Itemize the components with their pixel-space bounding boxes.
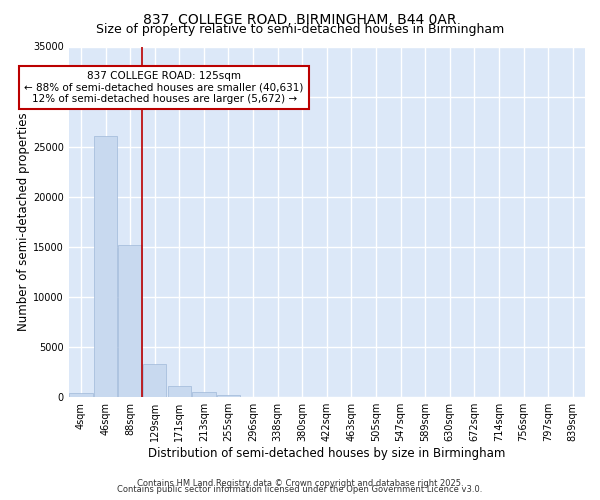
Text: Contains public sector information licensed under the Open Government Licence v3: Contains public sector information licen…: [118, 485, 482, 494]
Bar: [143, 364, 166, 397]
Bar: [94, 136, 117, 397]
Text: 837, COLLEGE ROAD, BIRMINGHAM, B44 0AR: 837, COLLEGE ROAD, BIRMINGHAM, B44 0AR: [143, 12, 457, 26]
Text: Contains HM Land Registry data © Crown copyright and database right 2025.: Contains HM Land Registry data © Crown c…: [137, 478, 463, 488]
Bar: [69, 393, 92, 397]
Text: 837 COLLEGE ROAD: 125sqm
← 88% of semi-detached houses are smaller (40,631)
12% : 837 COLLEGE ROAD: 125sqm ← 88% of semi-d…: [25, 71, 304, 104]
Bar: [192, 392, 215, 397]
X-axis label: Distribution of semi-detached houses by size in Birmingham: Distribution of semi-detached houses by …: [148, 447, 506, 460]
Bar: [217, 395, 240, 397]
Text: Size of property relative to semi-detached houses in Birmingham: Size of property relative to semi-detach…: [96, 22, 504, 36]
Y-axis label: Number of semi-detached properties: Number of semi-detached properties: [17, 112, 30, 331]
Bar: [167, 386, 191, 397]
Bar: [118, 245, 142, 397]
